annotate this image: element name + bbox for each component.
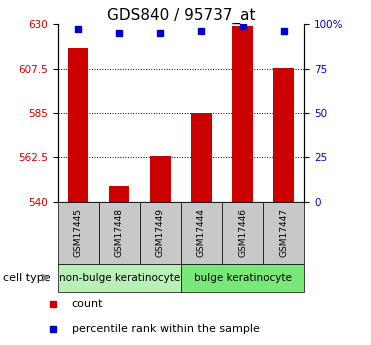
Bar xyxy=(58,202,99,264)
Text: cell type: cell type xyxy=(3,273,50,283)
Bar xyxy=(109,186,129,202)
Text: GSM17447: GSM17447 xyxy=(279,208,288,257)
Text: bulge keratinocyte: bulge keratinocyte xyxy=(194,273,292,283)
Bar xyxy=(181,202,222,264)
Title: GDS840 / 95737_at: GDS840 / 95737_at xyxy=(106,8,255,24)
Text: count: count xyxy=(72,299,103,309)
Text: percentile rank within the sample: percentile rank within the sample xyxy=(72,324,260,334)
Bar xyxy=(68,48,88,202)
Bar xyxy=(273,68,294,202)
Text: GSM17448: GSM17448 xyxy=(115,208,124,257)
Text: GSM17449: GSM17449 xyxy=(156,208,165,257)
Text: non-bulge keratinocyte: non-bulge keratinocyte xyxy=(59,273,180,283)
Bar xyxy=(150,156,171,202)
Bar xyxy=(232,26,253,202)
Bar xyxy=(191,113,212,202)
Text: GSM17444: GSM17444 xyxy=(197,208,206,257)
Text: GSM17446: GSM17446 xyxy=(238,208,247,257)
Bar xyxy=(263,202,304,264)
Bar xyxy=(58,264,181,292)
Text: GSM17445: GSM17445 xyxy=(73,208,83,257)
Bar xyxy=(99,202,140,264)
Bar xyxy=(140,202,181,264)
Bar xyxy=(181,264,304,292)
Bar xyxy=(222,202,263,264)
